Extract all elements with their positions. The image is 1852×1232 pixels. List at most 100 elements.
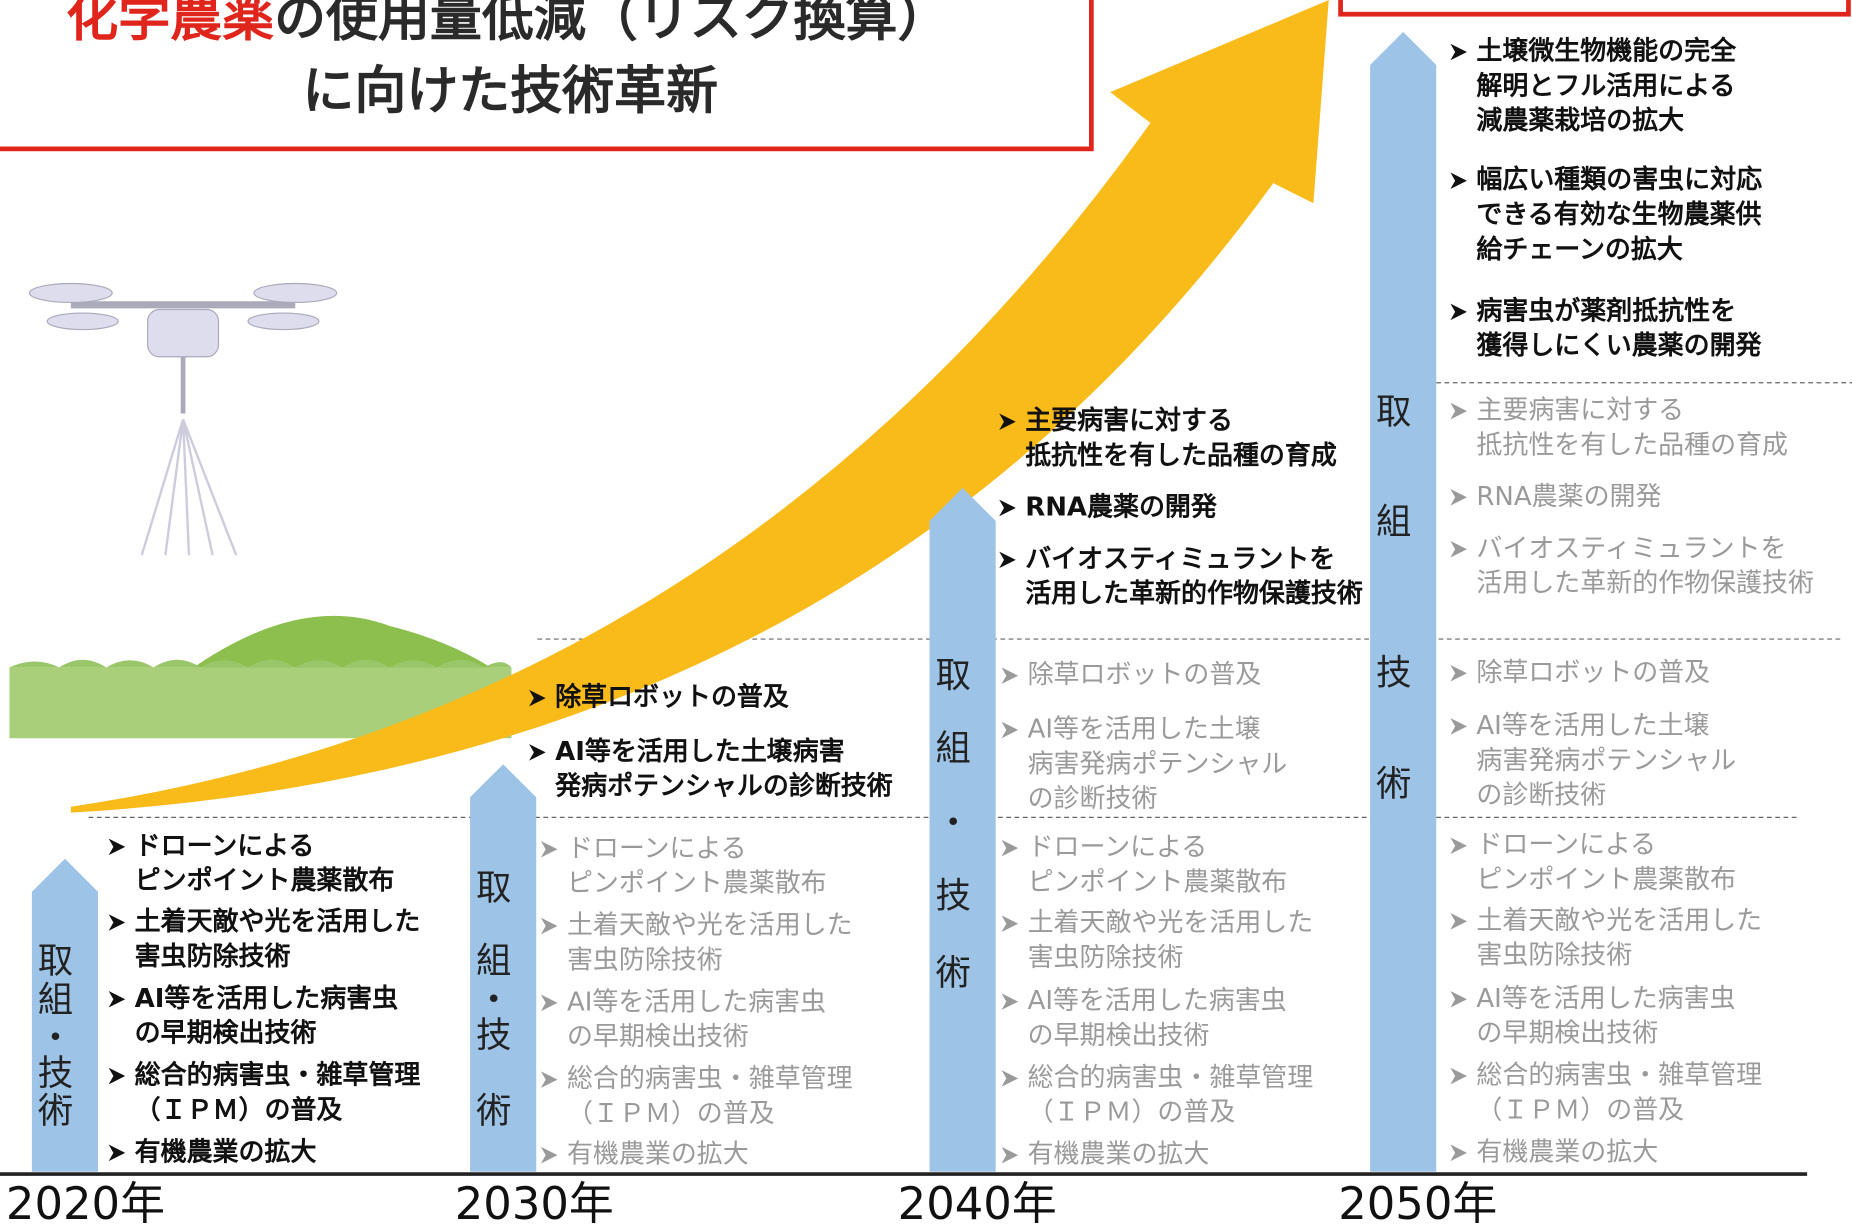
- bullet: [1450, 991, 1467, 1008]
- column-label-char: ・: [476, 980, 511, 1021]
- existing-technology: 総合的病害虫・雑草管理: [567, 1064, 853, 1094]
- existing-technology: ピンポイント農薬散布: [1028, 867, 1288, 897]
- bullet: [1450, 43, 1467, 61]
- bullet: [1001, 1070, 1019, 1087]
- new-technology: 活用した革新的作物保護技術: [1025, 578, 1363, 609]
- bullet: [1001, 915, 1019, 932]
- column-label-char: 術: [476, 1091, 511, 1132]
- new-technology: 減農薬栽培の拡大: [1476, 106, 1684, 136]
- column-label-char: 技: [476, 1015, 511, 1056]
- existing-technology: ピンポイント農薬散布: [1476, 865, 1736, 895]
- existing-technology: （ＩＰＭ）の普及: [1028, 1098, 1236, 1128]
- new-technology: 主要病害に対する: [1025, 405, 1233, 436]
- existing-technology: 有機農業の拡大: [1476, 1137, 1658, 1167]
- column-label-char: 組: [38, 980, 73, 1021]
- bullet: [1450, 402, 1467, 420]
- existing-technology: AI等を活用した病害虫: [1028, 986, 1287, 1016]
- bullet: [1450, 1067, 1467, 1085]
- new-technology: 有機農業の拡大: [135, 1137, 317, 1167]
- existing-technology: RNA農薬の開発: [1476, 482, 1661, 512]
- title-rest: の使用量低減（リスク換算）: [274, 0, 949, 48]
- bullet: [1450, 913, 1467, 930]
- bullet: [1450, 1144, 1467, 1162]
- existing-technology: ドローンによる: [1476, 830, 1656, 860]
- bullet: [1450, 540, 1467, 558]
- bullet: [108, 991, 126, 1008]
- new-technology: 土壌微生物機能の完全: [1476, 36, 1737, 67]
- bullet: [540, 994, 558, 1012]
- existing-technology: 総合的病害虫・雑草管理: [1476, 1061, 1762, 1091]
- bullet: [1001, 1146, 1019, 1164]
- column-bar: [470, 764, 537, 1172]
- existing-technology: AI等を活用した土壌: [1028, 714, 1261, 744]
- bullet: [540, 1071, 558, 1088]
- new-technology: （ＩＰＭ）の普及: [135, 1094, 343, 1125]
- bullet: [540, 917, 558, 935]
- year-label: 2020年: [6, 1177, 165, 1230]
- column-label-char: ・: [38, 1017, 73, 1058]
- column-label-char: 組: [935, 728, 970, 769]
- bullet: [1450, 303, 1467, 321]
- existing-technology: （ＩＰＭ）の普及: [567, 1099, 775, 1129]
- existing-technology: バイオスティミュラントを: [1476, 534, 1786, 564]
- new-technology: 抵抗性を有した品種の育成: [1025, 440, 1337, 471]
- new-technology: 解明とフル活用による: [1476, 71, 1735, 101]
- bullet: [1450, 489, 1467, 506]
- existing-technology: 土着天敵や光を活用した: [1476, 906, 1762, 936]
- bullet: [1450, 718, 1467, 735]
- title-line1: 化学農薬の使用量低減（リスク換算）: [66, 0, 949, 48]
- year-label: 2030年: [455, 1177, 614, 1230]
- bullet: [999, 499, 1016, 517]
- title-line2: に向けた技術革新: [302, 62, 718, 122]
- bullet: [1450, 837, 1467, 854]
- column-label-char: 技: [38, 1053, 73, 1094]
- bullet: [529, 689, 546, 707]
- existing-technology: の早期検出技術: [1028, 1021, 1210, 1051]
- bullet: [1001, 993, 1019, 1010]
- column-bar: [929, 487, 996, 1172]
- existing-technology: 除草ロボットの普及: [1476, 658, 1710, 688]
- bullet: [999, 413, 1016, 430]
- existing-technology: の診断技術: [1028, 784, 1158, 814]
- existing-technology: 害虫防除技術: [567, 945, 723, 975]
- existing-technology: ドローンによる: [1028, 833, 1208, 863]
- new-technology: AI等を活用した土壌病害: [555, 736, 844, 767]
- bullet: [1001, 721, 1019, 739]
- existing-technology: 活用した革新的作物保護技術: [1476, 569, 1814, 599]
- bullet: [1450, 172, 1467, 190]
- column-label-char: 取: [935, 655, 970, 696]
- column-label-char: 組: [1376, 501, 1411, 542]
- existing-technology: の早期検出技術: [567, 1022, 749, 1052]
- existing-technology: の診断技術: [1476, 781, 1606, 811]
- new-technology: 土着天敵や光を活用した: [135, 906, 421, 937]
- existing-technology: 害虫防除技術: [1476, 941, 1632, 971]
- new-technology: ピンポイント農薬散布: [135, 865, 395, 896]
- new-technology: 総合的病害虫・雑草管理: [135, 1060, 421, 1091]
- new-technology: 給チェーンの拡大: [1476, 234, 1682, 265]
- column-label-char: 取: [476, 867, 511, 908]
- new-technology: RNA農薬の開発: [1025, 492, 1218, 522]
- goal-box: [1338, 0, 1851, 17]
- bullet: [108, 838, 126, 856]
- column-label-char: 術: [935, 952, 970, 993]
- title-red: 化学農薬: [66, 0, 274, 48]
- existing-technology: 除草ロボットの普及: [1028, 660, 1262, 690]
- new-technology: の早期検出技術: [135, 1019, 317, 1049]
- bullet: [1001, 839, 1019, 857]
- bullet: [1001, 667, 1019, 684]
- column-label-char: 組: [476, 941, 511, 982]
- existing-technology: 病害発病ポテンシャル: [1476, 746, 1736, 776]
- new-technology: ドローンによる: [135, 831, 315, 861]
- column-bar: [1370, 31, 1437, 1172]
- existing-technology: 抵抗性を有した品種の育成: [1476, 430, 1788, 460]
- existing-technology: ドローンによる: [567, 834, 747, 864]
- new-technology: バイオスティミュラントを: [1025, 544, 1335, 574]
- column-label-char: 術: [1376, 763, 1411, 804]
- new-technology: AI等を活用した病害虫: [135, 983, 399, 1014]
- column-label-char: 取: [1376, 391, 1411, 432]
- existing-technology: AI等を活用した土壌: [1476, 711, 1709, 741]
- progress-arrow: [70, 0, 1329, 813]
- existing-technology: 総合的病害虫・雑草管理: [1028, 1063, 1314, 1093]
- bullet: [540, 1146, 558, 1164]
- bullet: [529, 744, 546, 761]
